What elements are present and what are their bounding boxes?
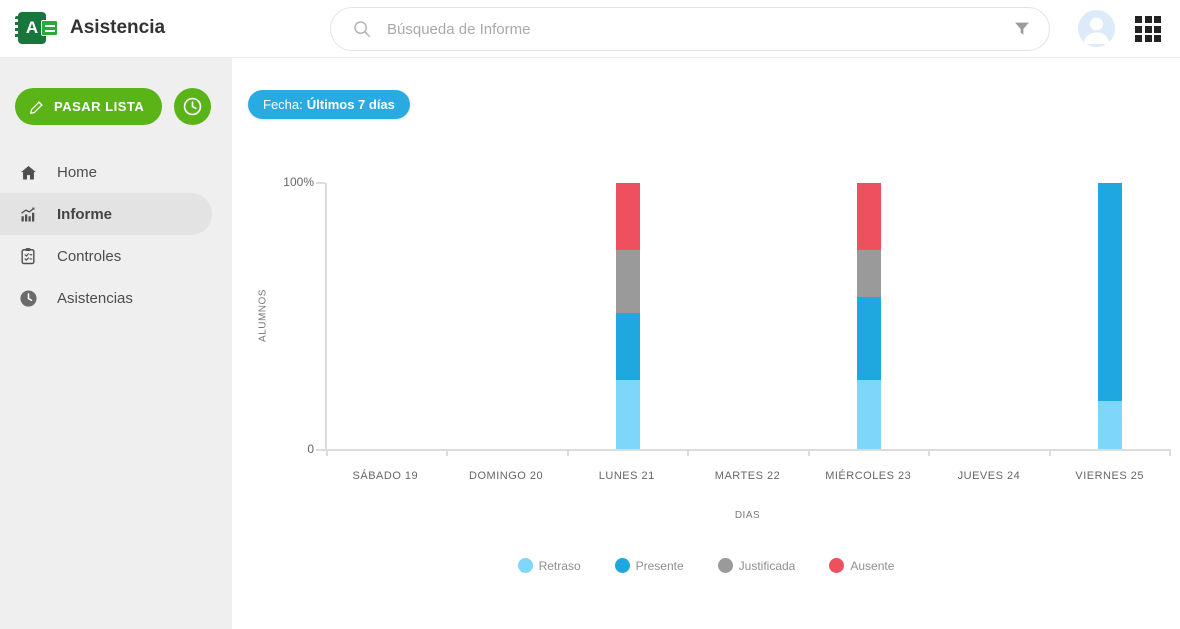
page-title: Asistencia — [70, 17, 166, 38]
bar-segment-presente — [616, 313, 641, 380]
legend-label: Ausente — [850, 558, 895, 573]
stacked-bar-5 — [856, 183, 881, 449]
sidebar-item-label: Asistencias — [57, 289, 133, 307]
clipboard-icon — [17, 245, 39, 267]
y-axis-tick-label-top: 100% — [283, 175, 314, 189]
plot-area — [325, 183, 1171, 456]
x-tick-mark — [928, 449, 931, 456]
x-axis-title: DIAS — [734, 510, 761, 521]
legend-label: Justificada — [738, 558, 796, 573]
logo-mini-grid-icon — [41, 20, 58, 36]
legend-item-presente[interactable]: Presente — [614, 558, 684, 573]
sidebar-item-label: Home — [57, 163, 98, 181]
app-logo[interactable]: A — [14, 11, 58, 47]
bar-segment-ausente — [856, 183, 881, 250]
x-axis-tick-label: JUEVES 24 — [957, 470, 1021, 482]
user-silhouette-icon — [1083, 17, 1110, 44]
legend-item-retraso[interactable]: Retraso — [517, 558, 581, 573]
y-tick-mark — [316, 449, 325, 451]
filter-icon[interactable] — [1011, 18, 1033, 40]
avatar[interactable] — [1078, 10, 1115, 47]
y-axis-title: ALUMNOS — [257, 289, 269, 342]
home-icon — [17, 161, 39, 183]
legend-color-dot — [717, 558, 733, 573]
stacked-bar-2 — [496, 183, 520, 449]
y-tick-mark — [316, 182, 325, 184]
bar-segment-justificada — [856, 249, 881, 298]
x-axis-tick-label: MARTES 22 — [714, 470, 781, 482]
top-bar: A Asistencia — [0, 0, 1180, 58]
legend-color-dot — [829, 558, 845, 573]
main-content: Fecha: Últimos 7 días 100% 0 ALUMNOS SÁB… — [232, 58, 1180, 629]
legend-label: Retraso — [538, 558, 581, 573]
date-chip-prefix: Fecha: — [263, 97, 303, 112]
bar-segment-presente — [856, 297, 881, 380]
bar-segment-retraso — [856, 379, 881, 449]
quick-clock-button[interactable] — [174, 88, 212, 125]
x-axis-tick-label: LUNES 21 — [598, 470, 655, 482]
sidebar: PASAR LISTA Home — [0, 58, 232, 629]
sidebar-item-label: Informe — [57, 205, 113, 223]
clock-filled-icon — [17, 287, 39, 309]
stacked-bar-1 — [375, 183, 399, 449]
legend-label: Presente — [635, 558, 684, 573]
x-axis-tick-label: DOMINGO 20 — [469, 470, 544, 482]
bar-segment-retraso — [616, 379, 641, 449]
x-axis-tick-label: VIERNES 25 — [1075, 470, 1144, 482]
sidebar-nav: Home Informe — [0, 151, 232, 319]
sidebar-item-informe[interactable]: Informe — [0, 193, 212, 235]
date-chip-value: Últimos 7 días — [306, 97, 395, 112]
x-axis-tick-label: MIÉRCOLES 23 — [825, 470, 912, 482]
pasar-lista-button[interactable]: PASAR LISTA — [15, 88, 163, 125]
stacked-bar-4 — [737, 183, 761, 449]
x-axis-tick-label: SÁBADO 19 — [352, 470, 419, 482]
search-bar[interactable] — [330, 7, 1050, 51]
pencil-icon — [30, 101, 43, 114]
legend-item-ausente[interactable]: Ausente — [829, 558, 894, 573]
stacked-bar-6 — [977, 183, 1001, 449]
legend-item-justificada[interactable]: Justificada — [717, 558, 796, 573]
legend-color-dot — [517, 558, 533, 573]
bar-segment-presente — [1097, 183, 1122, 402]
x-tick-mark — [807, 449, 810, 456]
date-filter-chip[interactable]: Fecha: Últimos 7 días — [248, 90, 410, 119]
logo-letter: A — [25, 18, 39, 37]
stacked-bar-3 — [616, 183, 641, 449]
x-axis-tick-labels: SÁBADO 19 DOMINGO 20 LUNES 21 MARTES 22 MIÉR… — [325, 470, 1170, 482]
search-input[interactable] — [387, 20, 1011, 38]
sidebar-item-controles[interactable]: Controles — [0, 235, 212, 277]
sidebar-item-label: Controles — [57, 247, 122, 265]
x-tick-mark — [687, 449, 690, 456]
bar-chart-icon — [17, 203, 39, 225]
x-tick-mark — [1048, 449, 1051, 456]
logo-spiral-decoration — [15, 16, 19, 40]
sidebar-item-asistencias[interactable]: Asistencias — [0, 277, 212, 319]
bar-segment-ausente — [616, 183, 641, 250]
x-tick-mark — [566, 449, 569, 456]
apps-grid-icon[interactable] — [1135, 16, 1161, 42]
x-tick-mark — [1169, 449, 1171, 456]
y-axis-tick-label-bottom: 0 — [307, 442, 314, 456]
pasar-lista-label: PASAR LISTA — [54, 99, 145, 114]
legend-color-dot — [614, 558, 630, 573]
stacked-bar-7 — [1097, 183, 1122, 449]
x-tick-mark — [446, 449, 449, 456]
x-tick-mark — [326, 449, 328, 456]
clock-icon — [183, 97, 202, 116]
sidebar-item-home[interactable]: Home — [0, 151, 212, 193]
chart-legend: Retraso Presente Justificada Ausente — [232, 558, 1180, 573]
bar-segment-justificada — [616, 249, 641, 314]
bar-segment-retraso — [1097, 401, 1122, 449]
search-icon — [354, 21, 371, 38]
